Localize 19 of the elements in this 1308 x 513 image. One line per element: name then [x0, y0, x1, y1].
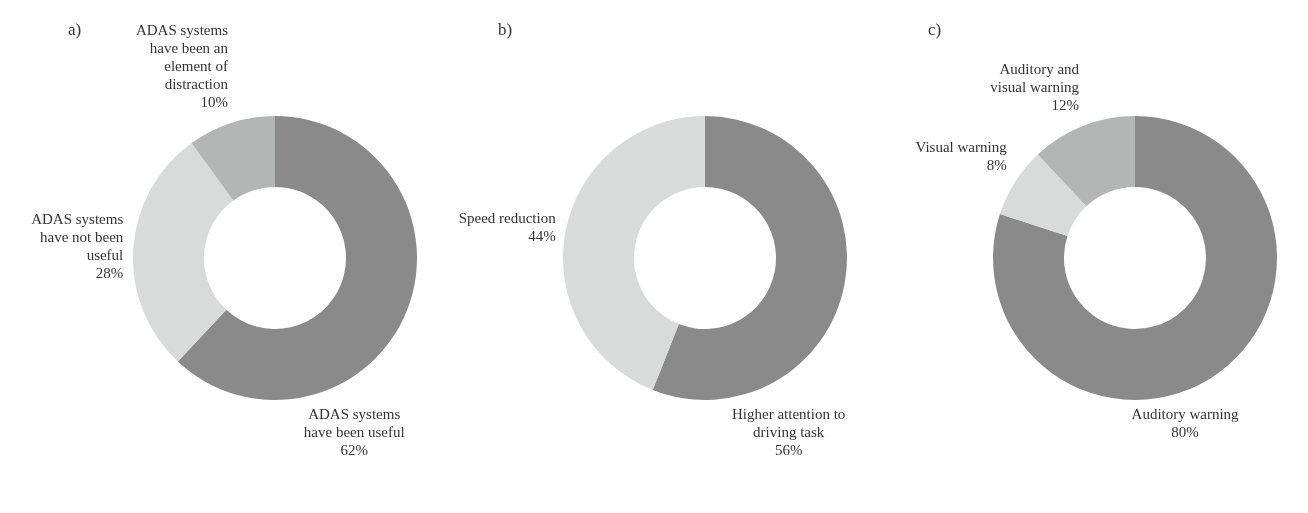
data-label: 44% [528, 227, 556, 244]
chart-title: a) [68, 19, 82, 39]
data-label: 28% [95, 264, 124, 281]
data-label: 62% [340, 442, 368, 459]
slice-label: Auditory warning [1131, 406, 1240, 423]
slice-label: ADAS systems have been useful [303, 406, 405, 441]
slice-label: Auditory and visual warning [990, 61, 1080, 96]
slice-label: Higher attention to driving task [732, 406, 846, 441]
chart-title: c) [928, 19, 942, 39]
data-label: 80% [1171, 424, 1199, 441]
data-label: 10% [200, 93, 229, 110]
data-label: 12% [1051, 97, 1080, 114]
slice-label: Speed reduction [458, 209, 557, 226]
slice-label: ADAS systems have been an element of distraction [135, 21, 229, 92]
slice-label: ADAS systems have not been useful [31, 210, 124, 263]
slice-label: Visual warning [915, 138, 1008, 155]
data-label: 8% [986, 156, 1007, 173]
data-label: 56% [774, 442, 803, 459]
chart-title: b) [498, 19, 513, 39]
